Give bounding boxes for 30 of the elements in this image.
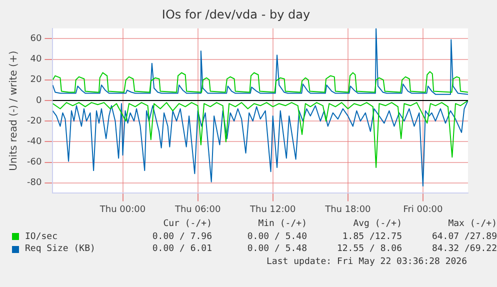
y-tick-label: -80	[26, 178, 42, 188]
text: Last update: Fri May 22 03:36:28 2026	[266, 257, 467, 267]
legend-label: Req Size (KB)	[25, 244, 96, 254]
chart-title: IOs for /dev/vda - by day	[162, 7, 310, 22]
x-tick-label: Thu 00:00	[98, 204, 146, 215]
text: 0.00 / 6.01	[151, 244, 212, 254]
x-tick-label: Fri 00:00	[403, 204, 443, 215]
text: 1.85 /12.75	[341, 232, 402, 242]
text: 84.32 /69.22	[430, 244, 497, 254]
text: Max (-/+)	[447, 219, 497, 230]
text: Min (-/+)	[257, 219, 307, 230]
text: Avg (-/+)	[352, 219, 402, 230]
text: 64.07 /27.89	[430, 232, 497, 242]
y-tick-label: 20	[30, 75, 42, 86]
text: 0.00 / 7.96	[151, 232, 212, 242]
x-tick-label: Thu 12:00	[249, 204, 296, 215]
y-tick-label: 0	[36, 96, 42, 106]
y-tick-label: -40	[26, 137, 42, 148]
y-tick-label: 40	[30, 54, 42, 65]
y-tick-label: -20	[26, 116, 42, 126]
text: 0.00 / 5.40	[246, 232, 307, 242]
text: Cur (-/+)	[162, 219, 212, 230]
x-tick-label: Thu 06:00	[174, 204, 221, 215]
x-tick-label: Thu 18:00	[324, 204, 372, 215]
legend-label: IO/sec	[25, 232, 58, 242]
y-axis-title: Units read (-) / write (+)	[8, 50, 20, 171]
y-tick-label: 60	[30, 34, 42, 44]
y-tick-label: -60	[26, 158, 42, 168]
text: 0.00 / 5.48	[246, 244, 307, 254]
text: 12.55 / 8.06	[336, 244, 402, 254]
